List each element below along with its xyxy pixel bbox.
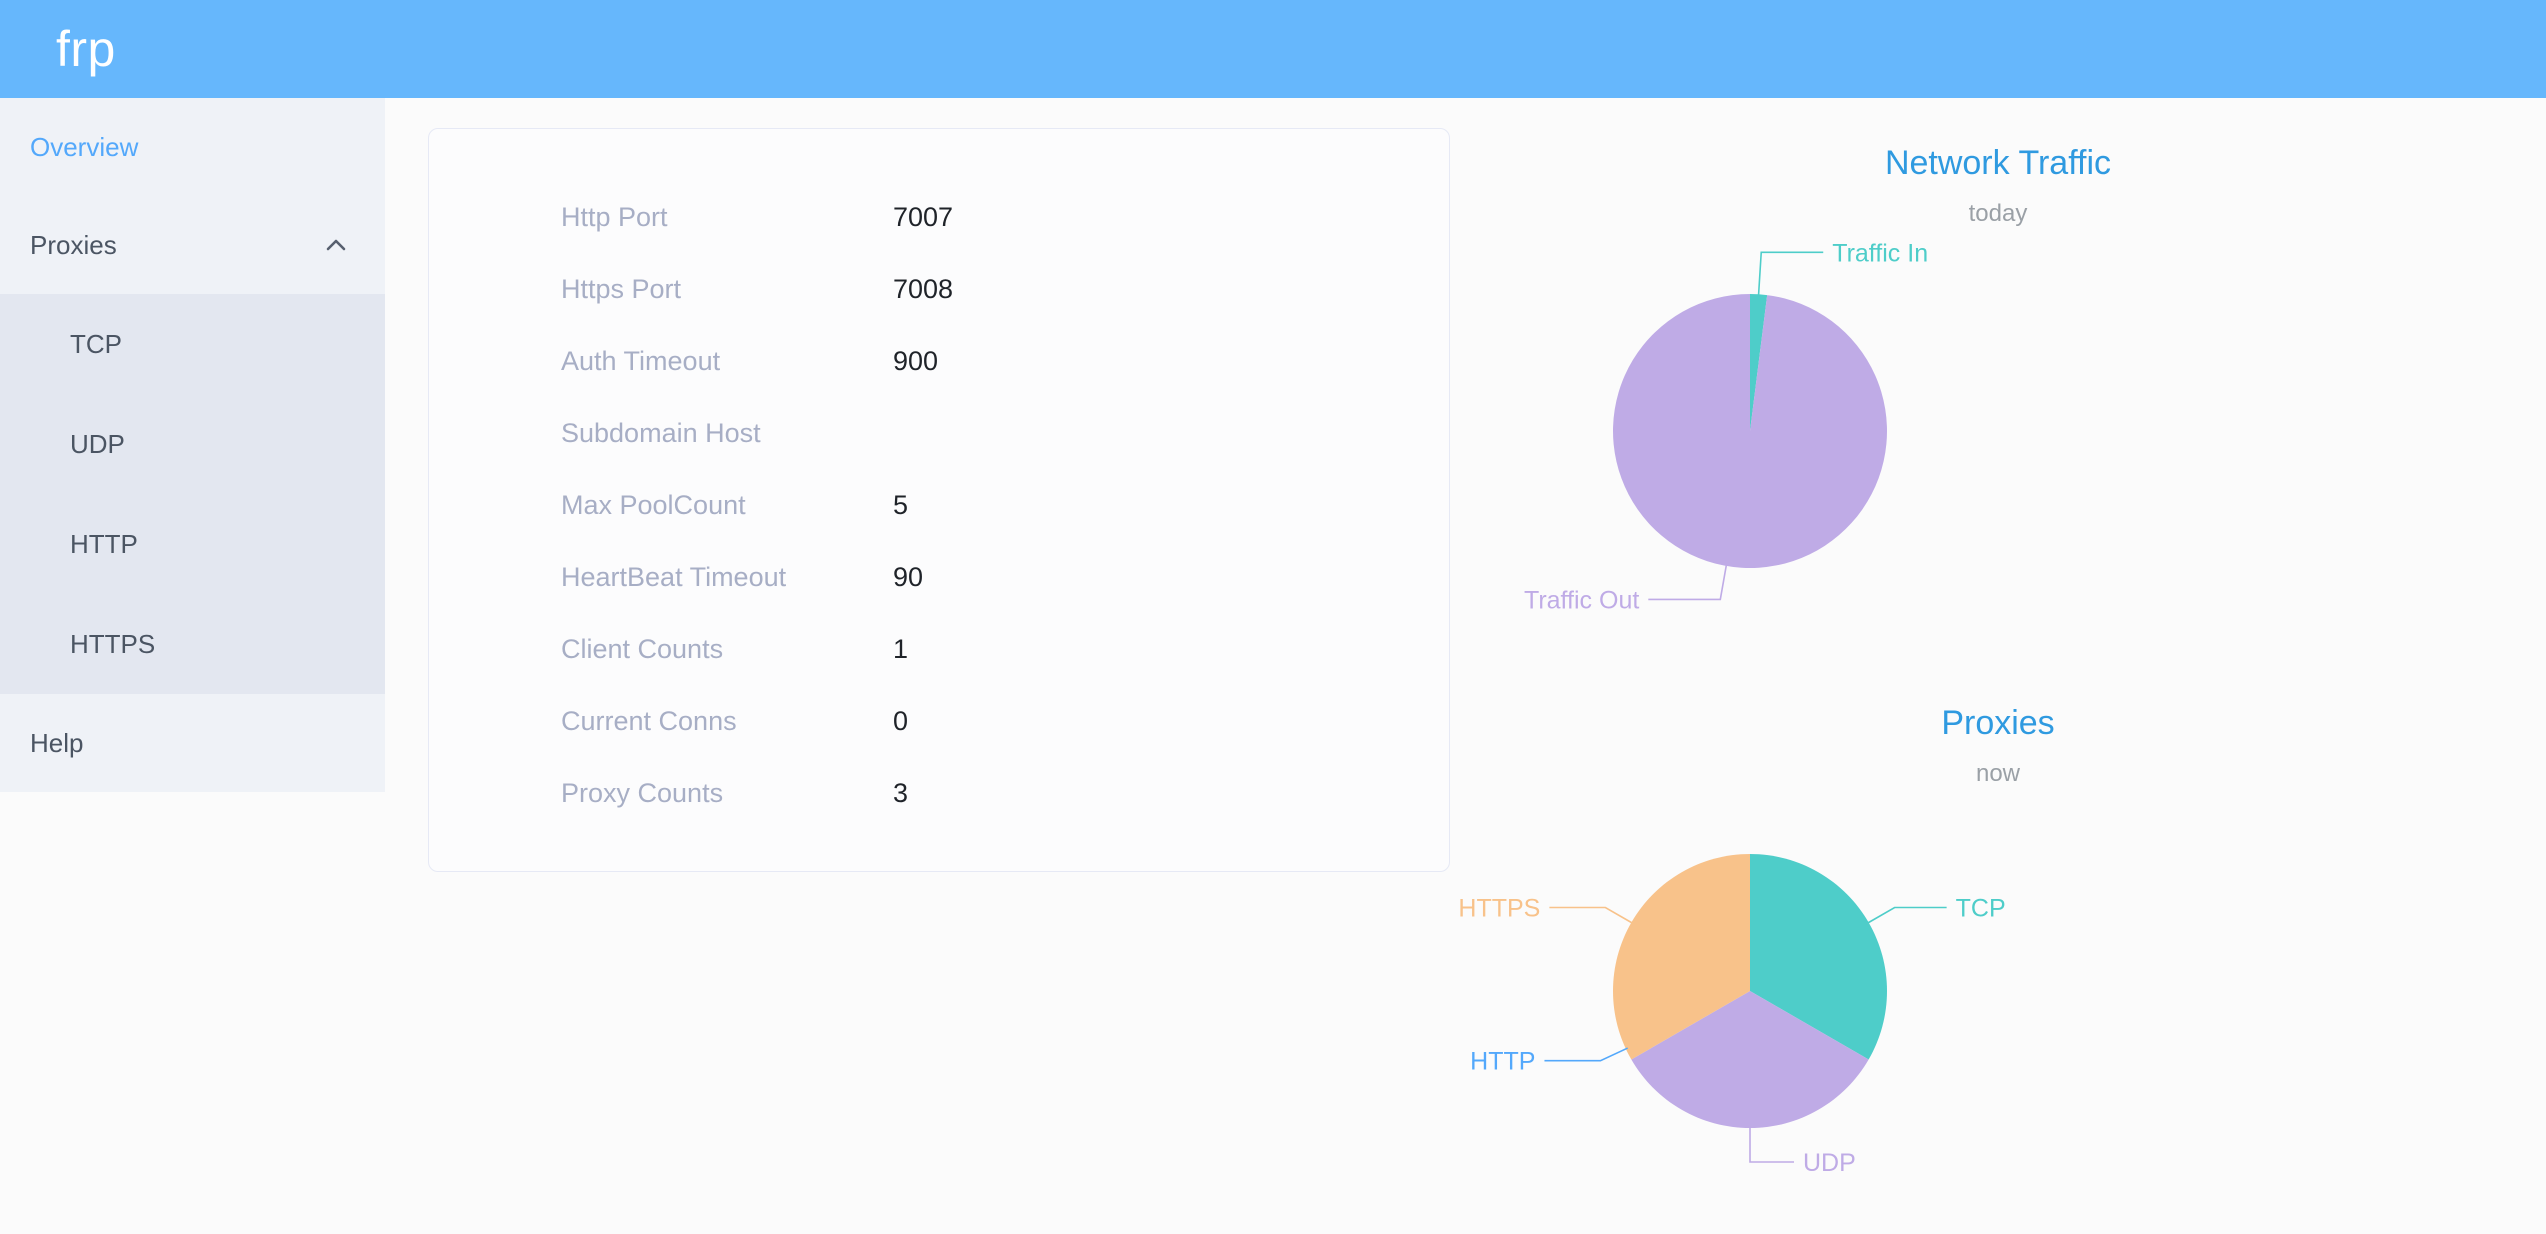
info-row: Current Conns 0 xyxy=(429,685,1449,757)
sidebar-item-udp-label: UDP xyxy=(70,428,125,459)
charts-column: Network Traffic today Traffic In Traffic … xyxy=(1450,128,2546,1234)
info-value-https-port: 7008 xyxy=(893,273,954,304)
sidebar-item-tcp[interactable]: TCP xyxy=(0,294,385,394)
info-row: HeartBeat Timeout 90 xyxy=(429,541,1449,613)
info-row: Https Port 7008 xyxy=(429,253,1449,325)
network-traffic-title: Network Traffic xyxy=(1884,144,2112,182)
sidebar-item-http[interactable]: HTTP xyxy=(0,494,385,594)
sidebar-item-help[interactable]: Help xyxy=(0,694,385,792)
chevron-up-icon[interactable] xyxy=(321,230,351,260)
sidebar-item-https[interactable]: HTTPS xyxy=(0,594,385,694)
info-label-proxy-counts: Proxy Counts xyxy=(561,777,724,808)
pie-slice-label-tcp: TCP xyxy=(1956,895,2006,923)
info-value-current-conns: 0 xyxy=(893,705,909,736)
info-value-client-counts: 1 xyxy=(893,633,909,664)
info-label-auth-timeout: Auth Timeout xyxy=(561,345,721,376)
sidebar-item-udp[interactable]: UDP xyxy=(0,394,385,494)
info-label-current-conns: Current Conns xyxy=(561,705,737,736)
info-row: Max PoolCount 5 xyxy=(429,469,1449,541)
info-label-http-port: Http Port xyxy=(561,201,668,232)
info-label-max-poolcount: Max PoolCount xyxy=(561,489,746,520)
sidebar-item-proxies[interactable]: Proxies xyxy=(0,196,385,294)
pie-slice-label-http: HTTP xyxy=(1470,1048,1535,1076)
app-logo-title: frp xyxy=(56,21,116,77)
network-traffic-subtitle: today xyxy=(1968,200,2028,227)
pie-slice-label-https: HTTPS xyxy=(1458,895,1540,923)
main-content: Http Port 7007 Https Port 7008 Auth Time… xyxy=(385,98,2546,1234)
info-value-max-poolcount: 5 xyxy=(893,489,909,520)
info-label-client-counts: Client Counts xyxy=(561,633,724,664)
pie-slice-label-traffic-out: Traffic Out xyxy=(1524,586,1639,614)
info-value-proxy-counts: 3 xyxy=(893,777,909,808)
sidebar-item-http-label: HTTP xyxy=(70,528,138,559)
info-label-https-port: Https Port xyxy=(561,273,682,304)
info-value-heartbeat-timeout: 90 xyxy=(893,561,924,592)
info-row: Subdomain Host xyxy=(429,397,1449,469)
sidebar: Overview Proxies TCP UDP HTTP HTTPS xyxy=(0,98,385,792)
info-row: Proxy Counts 3 xyxy=(429,757,1449,829)
app-header: frp xyxy=(0,0,2546,98)
pie-slice-label-udp: UDP xyxy=(1803,1149,1856,1177)
info-label-heartbeat-timeout: HeartBeat Timeout xyxy=(561,561,787,592)
network-traffic-chart: Network Traffic today Traffic In Traffic … xyxy=(1450,128,2546,688)
sidebar-item-overview-label: Overview xyxy=(30,132,139,162)
proxies-subtitle: now xyxy=(1975,760,2021,787)
info-value-http-port: 7007 xyxy=(893,201,954,232)
server-info-card: Http Port 7007 Https Port 7008 Auth Time… xyxy=(428,128,1450,872)
sidebar-submenu-proxies: TCP UDP HTTP HTTPS xyxy=(0,294,385,694)
info-row: Auth Timeout 900 xyxy=(429,325,1449,397)
sidebar-item-tcp-label: TCP xyxy=(70,328,122,359)
sidebar-item-overview[interactable]: Overview xyxy=(0,98,385,196)
info-value-auth-timeout: 900 xyxy=(893,345,939,376)
pie-slice-label-traffic-in: Traffic In xyxy=(1832,239,1928,267)
app-body: Overview Proxies TCP UDP HTTP HTTPS xyxy=(0,98,2546,1234)
sidebar-item-https-label: HTTPS xyxy=(70,628,156,659)
info-row: Client Counts 1 xyxy=(429,613,1449,685)
server-info-column: Http Port 7007 Https Port 7008 Auth Time… xyxy=(385,128,1450,1234)
info-row: Http Port 7007 xyxy=(429,181,1449,253)
sidebar-item-proxies-label: Proxies xyxy=(30,230,117,260)
info-label-subdomain-host: Subdomain Host xyxy=(561,417,761,448)
sidebar-item-help-label: Help xyxy=(30,728,84,758)
proxies-chart: Proxies now TCP UDP HTTP HTTPS xyxy=(1450,688,2546,1234)
proxies-title: Proxies xyxy=(1941,704,2055,742)
